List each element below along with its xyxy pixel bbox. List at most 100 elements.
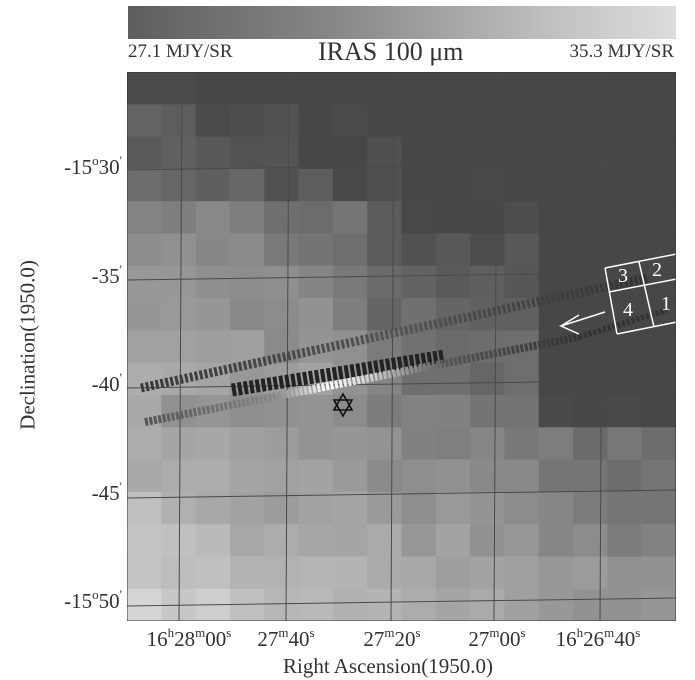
intensity-pixel [298,104,334,138]
intensity-pixel [332,265,368,299]
intensity-pixel [538,168,574,202]
field-label-3: 3 [618,265,628,287]
intensity-pixel [195,201,231,235]
intensity-pixel [435,491,471,525]
intensity-pixel [332,298,368,331]
intensity-pixel [264,459,300,493]
intensity-pixel [298,265,334,299]
intensity-pixel [264,136,300,170]
intensity-pixel [607,556,643,590]
intensity-pixel [332,491,368,525]
intensity-pixel [264,556,300,590]
field-boxes [558,253,676,335]
intensity-pixel [332,136,368,170]
intensity-pixel [367,298,403,331]
intensity-pixel [298,168,334,202]
intensity-pixel [367,427,403,461]
intensity-pixel [264,72,300,105]
coordinate-grid [127,72,676,621]
intensity-pixel [607,330,643,364]
intensity-pixel [470,362,506,396]
intensity-pixel [470,265,506,299]
intensity-pixel [435,104,471,138]
intensity-pixel [229,104,265,138]
intensity-pixels [127,72,676,621]
intensity-pixel [607,459,643,493]
intensity-pixel [332,104,368,138]
intensity-pixel [573,459,608,493]
grid-line [127,161,676,171]
intensity-pixel [641,362,676,396]
intensity-pixel [641,104,676,138]
intensity-pixel [264,168,300,202]
intensity-pixel [367,104,403,138]
intensity-pixel [573,427,608,461]
intensity-pixel [641,168,676,202]
y-tick-label: -45' [91,479,122,505]
intensity-pixel [504,265,540,299]
intensity-pixel [470,427,506,461]
intensity-pixel [435,265,471,299]
intensity-pixel [127,524,162,558]
intensity-pixel [470,233,506,267]
intensity-pixel [435,394,471,428]
intensity-pixel [229,459,265,493]
intensity-pixel [607,104,643,138]
intensity-pixel [607,524,643,558]
intensity-pixel [332,556,368,590]
intensity-pixel [298,394,334,428]
intensity-pixel [641,136,676,170]
scan-track-lower [144,333,580,426]
intensity-pixel [573,491,608,525]
y-tick-label: -40' [91,370,122,396]
intensity-pixel [573,233,608,267]
intensity-pixel [264,524,300,558]
grid-line [127,489,676,499]
intensity-pixel [538,233,574,267]
intensity-pixel [401,427,437,461]
intensity-pixel [264,233,300,267]
intensity-pixel [504,491,540,525]
intensity-pixel [229,72,265,105]
intensity-pixel [470,556,506,590]
intensity-pixel [401,459,437,493]
intensity-pixel [127,427,162,461]
grid-line [285,72,290,621]
intensity-pixel [195,72,231,105]
intensity-pixel [504,362,540,396]
intensity-pixel [298,588,334,621]
intensity-pixel [607,362,643,396]
intensity-pixel [401,491,437,525]
intensity-pixel [298,136,334,170]
field-label-4: 4 [623,299,633,321]
intensity-pixel [367,459,403,493]
intensity-pixel [229,491,265,525]
intensity-pixel [229,427,265,461]
intensity-pixel [229,168,265,202]
intensity-pixel [470,104,506,138]
intensity-pixel [161,72,197,105]
intensity-pixel [367,233,403,267]
intensity-pixel [401,394,437,428]
intensity-pixel [504,459,540,493]
intensity-pixel [401,201,437,235]
intensity-pixel [538,72,574,105]
intensity-pixel [195,556,231,590]
scan-track-upper [140,273,648,393]
intensity-pixel [435,588,471,621]
x-tick-label: 16h28m00s [146,625,232,651]
intensity-pixel [127,201,162,235]
y-tick-label: -15o30' [64,153,122,179]
grid-line [127,597,676,607]
grid-line [493,72,498,621]
intensity-pixel [161,330,197,364]
intensity-pixel [298,556,334,590]
intensity-pixel [573,394,608,428]
colorbar-min-label: 27.1 MJY/SR [128,41,233,62]
intensity-pixel [401,524,437,558]
intensity-pixel [127,556,162,590]
star-marker-icon [332,392,354,418]
intensity-pixel [470,72,506,105]
intensity-pixel [195,168,231,202]
x-axis-label: Right Ascension(1950.0) [283,654,493,678]
